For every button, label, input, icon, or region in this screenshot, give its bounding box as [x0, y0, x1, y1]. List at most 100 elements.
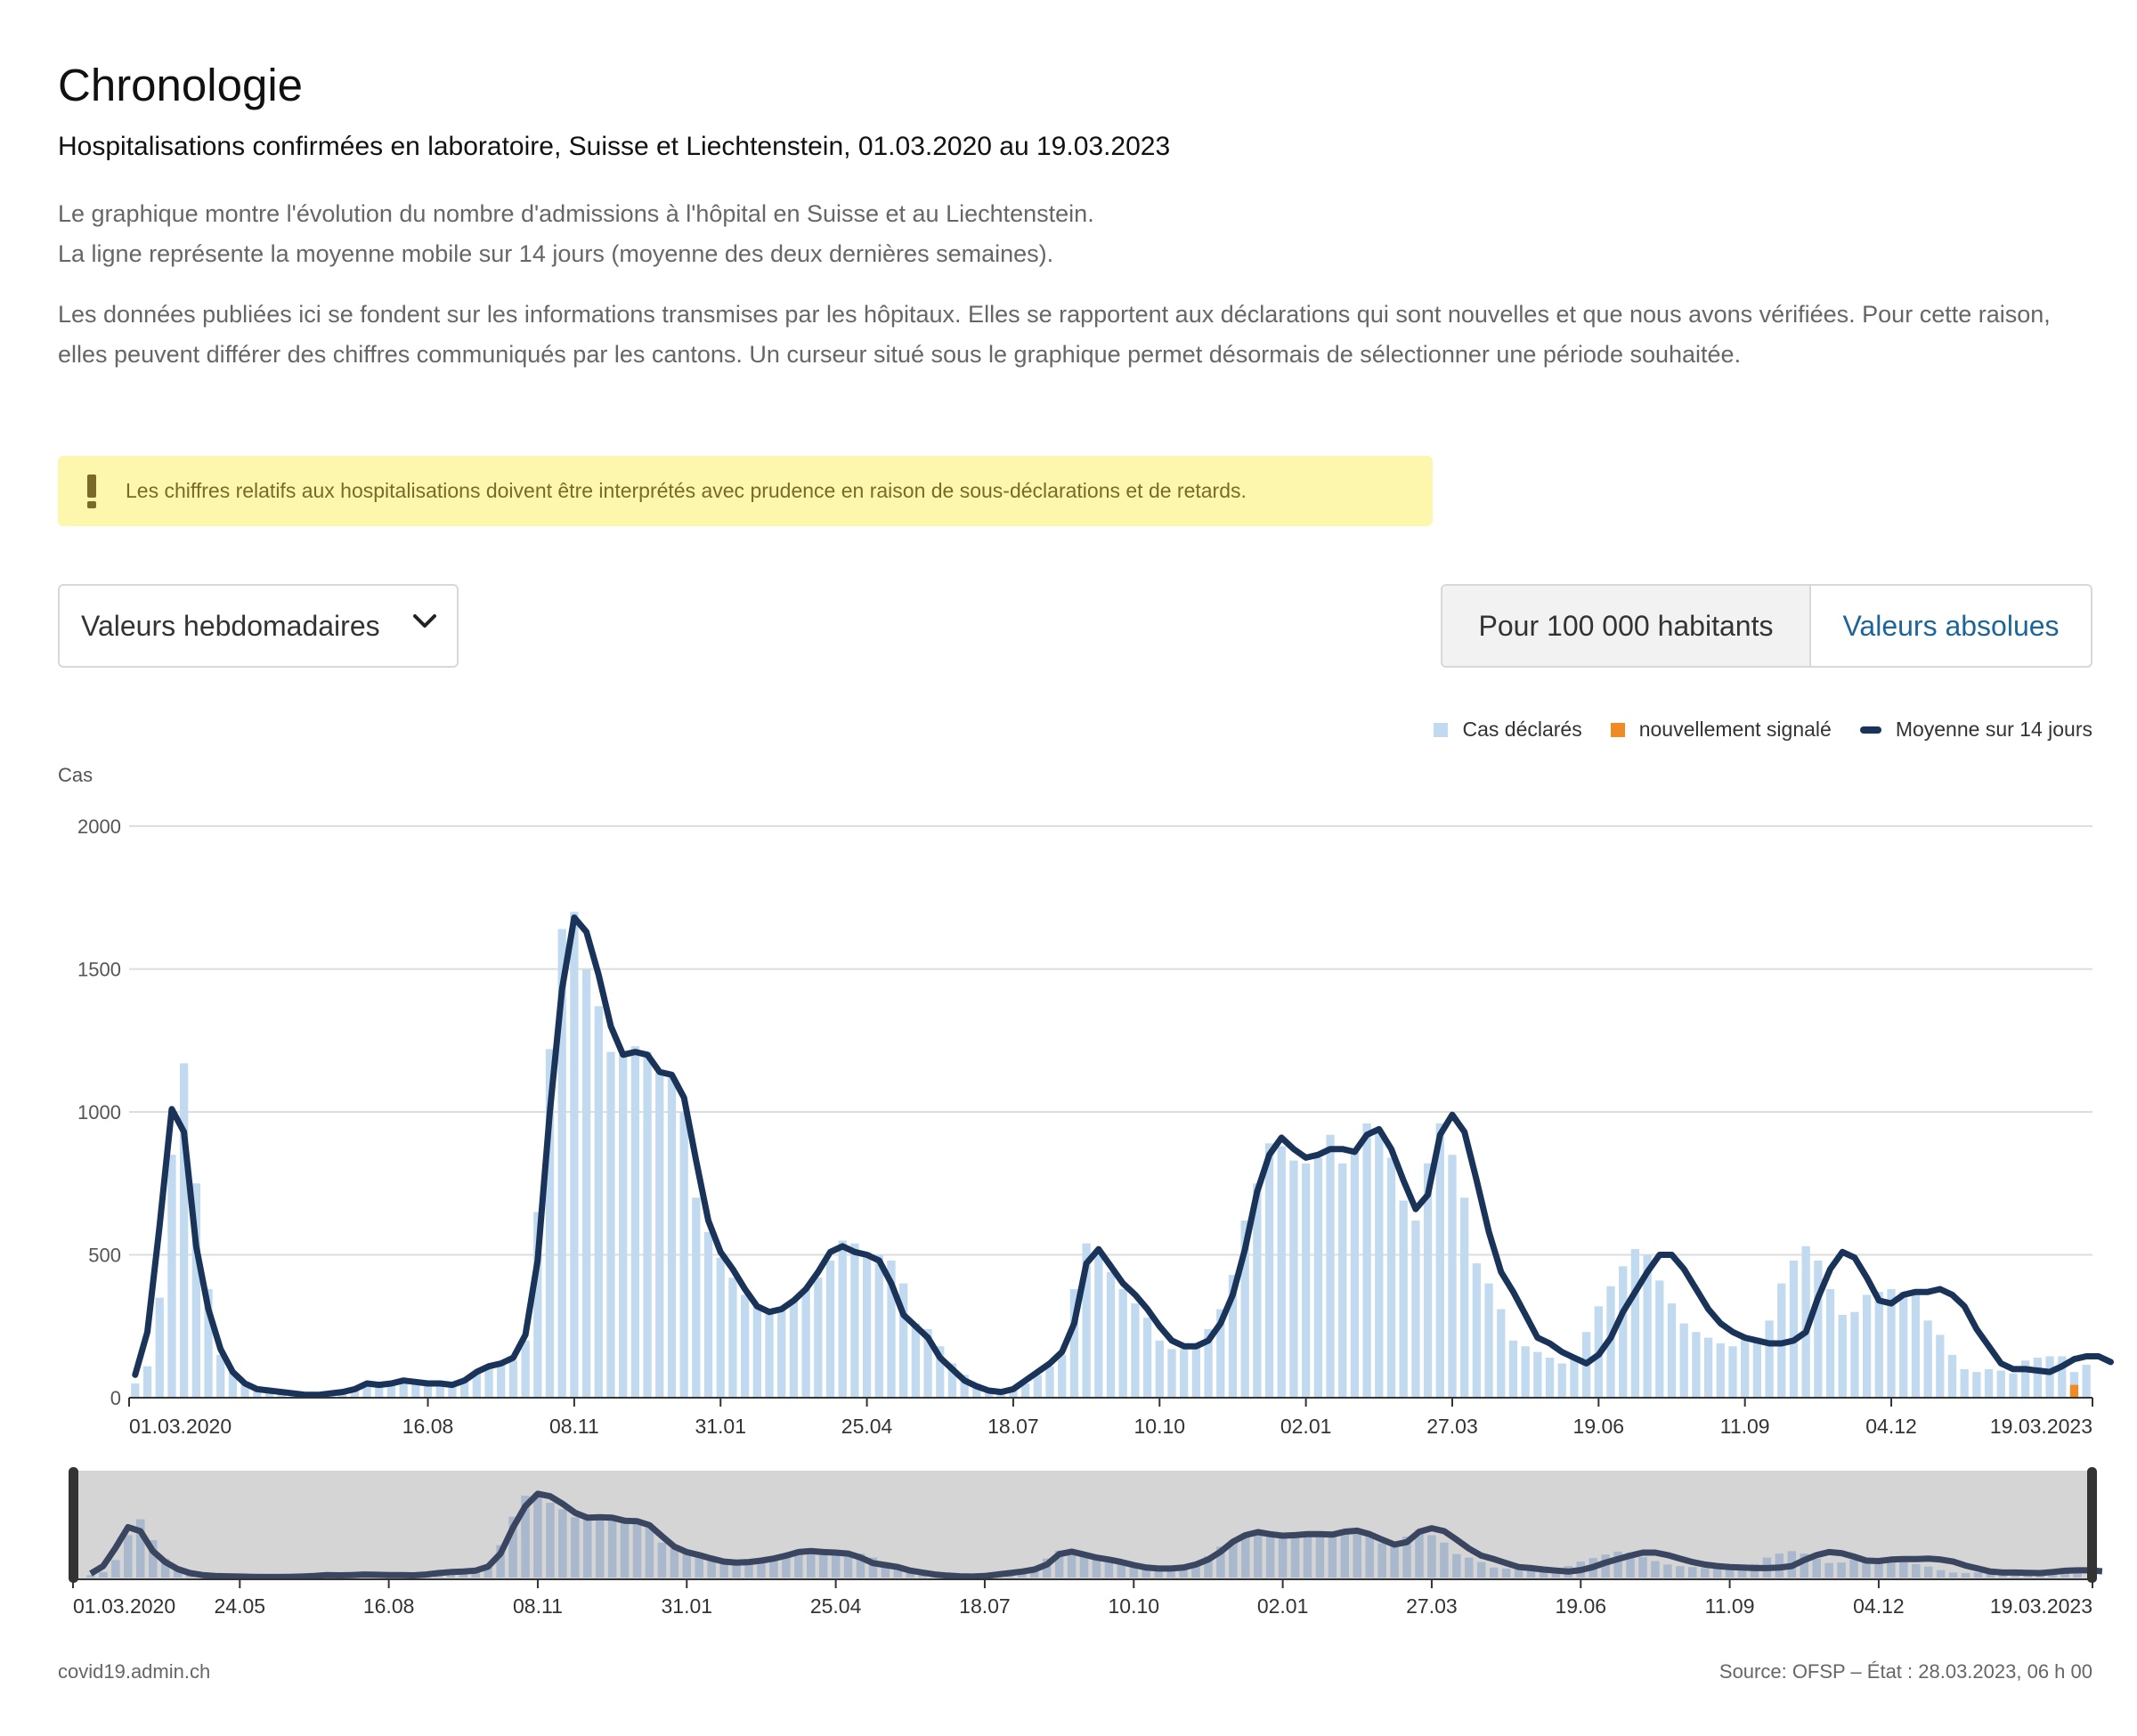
- navigator-bar: [1986, 1572, 1995, 1578]
- navigator-bar: [1626, 1553, 1635, 1578]
- navigator-bar: [1874, 1558, 1883, 1578]
- navigator-tick-label: 11.09: [1705, 1594, 1755, 1618]
- navigator-tick-label: 31.01: [662, 1594, 713, 1618]
- navigator-bar: [1229, 1540, 1238, 1578]
- navigator-bar: [1142, 1569, 1150, 1578]
- footer-site[interactable]: covid19.admin.ch: [58, 1660, 211, 1683]
- navigator-right-handle[interactable]: [2087, 1467, 2097, 1583]
- navigator-bar: [769, 1558, 778, 1578]
- description-line-1: Le graphique montre l'évolution du nombr…: [58, 200, 1094, 227]
- navigator-tick-label: 08.11: [513, 1594, 563, 1618]
- navigator-bar: [546, 1503, 555, 1578]
- navigator-left-handle[interactable]: [69, 1467, 78, 1583]
- navigator-bar: [1241, 1533, 1250, 1578]
- description-paragraph: Les données publiées ici se fondent sur …: [58, 301, 2051, 368]
- navigator-bar: [856, 1553, 865, 1578]
- navigator-bar: [719, 1562, 728, 1578]
- navigator-bar: [1651, 1561, 1660, 1578]
- navigator-bar: [1700, 1568, 1710, 1578]
- navigator-bar: [1092, 1558, 1101, 1578]
- navigator-bar: [1725, 1567, 1735, 1578]
- navigator-bar: [670, 1548, 679, 1578]
- legend-item-cases[interactable]: Cas déclarés: [1434, 718, 1582, 742]
- navigator-bar: [682, 1553, 692, 1578]
- navigator-tick-label: 18.07: [959, 1594, 1011, 1618]
- navigator-bar: [1526, 1570, 1536, 1578]
- navigator-bar: [1054, 1550, 1064, 1578]
- navigator-bar: [893, 1565, 903, 1578]
- navigator-tick-label: 01.03.2020: [73, 1594, 175, 1618]
- navigator-bar: [707, 1559, 716, 1578]
- navigator-bar: [1340, 1529, 1350, 1578]
- frequency-dropdown[interactable]: Valeurs hebdomadaires: [58, 584, 459, 668]
- navigator-bar: [1476, 1562, 1486, 1578]
- warning-text: Les chiffres relatifs aux hospitalisatio…: [126, 479, 1247, 502]
- navigator-bar: [1800, 1553, 1808, 1578]
- navigator-bar: [757, 1560, 766, 1578]
- navigator-bar: [1278, 1537, 1288, 1578]
- navigator-bar: [1129, 1567, 1139, 1578]
- navigator-tick-label: 10.10: [1108, 1594, 1159, 1618]
- navigator-bar: [582, 1517, 592, 1578]
- navigator-bar: [1042, 1558, 1052, 1578]
- navigator-bar: [496, 1545, 505, 1578]
- navigator-bar: [1179, 1565, 1188, 1578]
- navigator-bar: [558, 1509, 567, 1578]
- navigator-bar: [1551, 1570, 1561, 1578]
- navigator-bar: [1204, 1555, 1213, 1578]
- navigator-average-line: [89, 1490, 2103, 1580]
- navigator-bar: [1452, 1553, 1461, 1578]
- navigator-bar: [1079, 1555, 1089, 1578]
- navigator-bar: [1501, 1568, 1511, 1578]
- navigator-bar: [508, 1516, 517, 1578]
- navigator-bar: [1415, 1529, 1424, 1578]
- navigator-bar: [1402, 1537, 1411, 1578]
- navigator-bar: [645, 1528, 654, 1578]
- navigator-bar: [1353, 1530, 1362, 1578]
- legend-item-new[interactable]: nouvellement signalé: [1610, 718, 1832, 742]
- navigator-bar: [1973, 1572, 1983, 1578]
- navigator-bar: [1117, 1563, 1126, 1578]
- navigator-bar: [1166, 1568, 1175, 1578]
- legend-item-average[interactable]: Moyenne sur 14 jours: [1859, 718, 2092, 742]
- navigator-bar: [1948, 1572, 1958, 1578]
- legend-label-new: nouvellement signalé: [1638, 718, 1832, 741]
- navigator-bar: [136, 1519, 145, 1578]
- navigator-bar: [1191, 1562, 1200, 1578]
- navigator-bar: [1265, 1536, 1275, 1578]
- navigator-bar: [1849, 1559, 1858, 1578]
- navigator-bar: [1887, 1559, 1896, 1578]
- navigator-bar: [695, 1556, 703, 1578]
- navigator-bar: [1154, 1569, 1163, 1578]
- navigator-bar: [471, 1570, 480, 1578]
- navigator-bar: [86, 1575, 95, 1578]
- navigator-bar: [881, 1564, 890, 1578]
- navigator-bar: [148, 1540, 158, 1578]
- navigator-bar: [868, 1557, 878, 1578]
- navigator-bar: [1377, 1543, 1386, 1578]
- legend-label-average: Moyenne sur 14 jours: [1895, 718, 2092, 741]
- navigator-bar: [1539, 1571, 1548, 1578]
- navigator-bar: [1253, 1533, 1263, 1578]
- navigator-bar: [2060, 1572, 2069, 1578]
- navigator-bar: [483, 1567, 492, 1578]
- navigator-bar: [1067, 1551, 1077, 1578]
- navigator-bar: [794, 1553, 803, 1578]
- y-axis-label: Cas: [58, 764, 93, 786]
- navigator-bar: [1216, 1546, 1225, 1578]
- navigator-bar: [782, 1556, 791, 1578]
- navigator-bar: [843, 1553, 853, 1578]
- unit-toggle: Pour 100 000 habitants Valeurs absolues: [1441, 584, 2092, 668]
- navigator-bar: [1824, 1562, 1833, 1578]
- navigator-bar: [744, 1562, 753, 1578]
- absolute-values-option[interactable]: Valeurs absolues: [1842, 609, 2060, 642]
- navigator-tick-label: 27.03: [1406, 1594, 1458, 1618]
- chevron-down-icon: [413, 614, 436, 628]
- navigator-bar: [1601, 1554, 1610, 1578]
- navigator-bar: [620, 1520, 630, 1578]
- per-100k-option[interactable]: Pour 100 000 habitants: [1442, 586, 1811, 666]
- navigator-bar: [831, 1552, 841, 1578]
- legend-swatch-average: [1859, 726, 1881, 734]
- navigator-bar: [1862, 1559, 1871, 1578]
